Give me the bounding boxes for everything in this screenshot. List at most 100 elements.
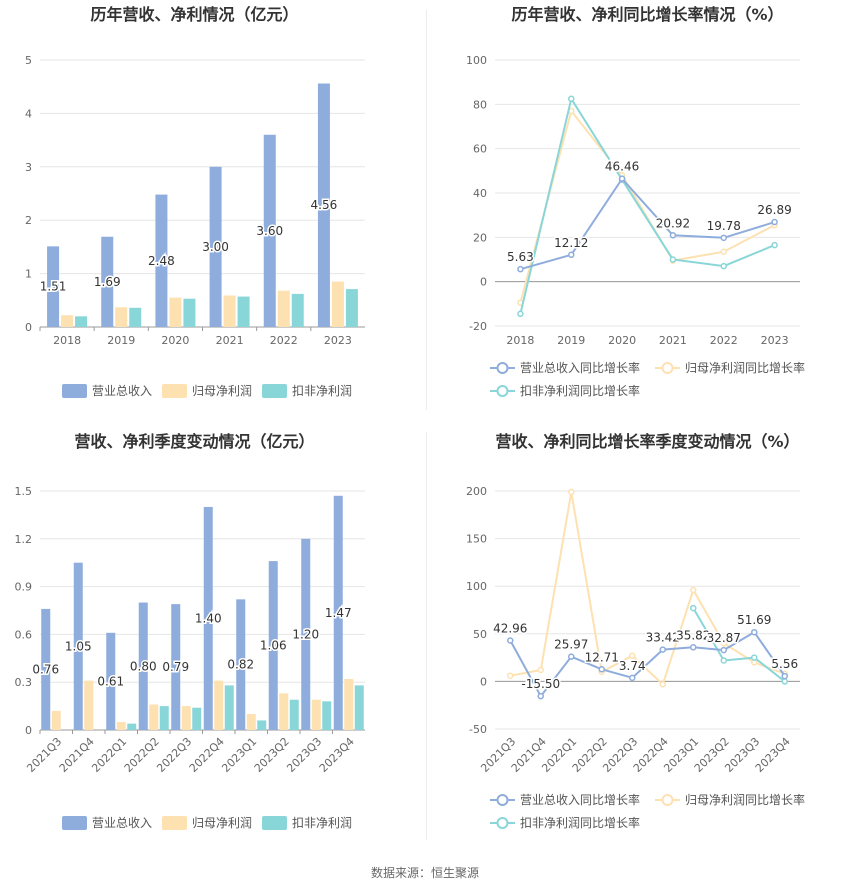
chart-title: 营收、净利同比增长率季度变动情况（%）: [495, 432, 799, 451]
data-point: [720, 262, 727, 270]
data-point: [751, 654, 758, 661]
bar: [203, 506, 213, 730]
bar: [41, 608, 51, 730]
y-tick-label: 100: [466, 580, 487, 593]
y-tick-label: 0.6: [15, 628, 33, 641]
data-point: [517, 310, 524, 318]
y-tick-label: 2: [25, 214, 32, 227]
bar: [129, 307, 142, 327]
data-point: [568, 251, 575, 259]
data-point: [629, 674, 636, 682]
x-tick-label: 2023Q3: [284, 735, 324, 775]
bar: [311, 699, 321, 730]
bar: [169, 297, 182, 327]
bar: [192, 707, 202, 730]
y-tick-label: 1.2: [15, 533, 33, 546]
bar: [333, 495, 343, 730]
y-tick-label: 40: [473, 187, 487, 200]
data-point: [720, 657, 727, 664]
data-point: [507, 672, 514, 679]
legend-label: 归母净利润: [192, 816, 252, 830]
bar: [354, 685, 364, 730]
x-tick-label: 2019: [107, 334, 135, 347]
y-tick-label: 20: [473, 231, 487, 244]
y-tick-label: 0.3: [15, 676, 33, 689]
x-tick-label: 2018: [53, 334, 81, 347]
legend-label: 营业总收入同比增长率: [520, 792, 640, 807]
y-tick-label: -20: [469, 320, 487, 333]
data-point: [690, 604, 697, 612]
series-line: [509, 630, 786, 699]
y-tick-label: 5: [25, 54, 32, 67]
data-point: [629, 652, 636, 659]
legend-swatch: [162, 384, 187, 398]
bar: [322, 701, 332, 730]
data-point: [618, 175, 626, 182]
data-point: [690, 586, 697, 594]
bar: [268, 561, 278, 730]
bar: [301, 538, 311, 730]
x-tick-label: 2023: [324, 334, 352, 347]
chart-quarterly-revenue-profit: 营收、净利季度变动情况（亿元）00.30.60.91.21.52021Q3202…: [15, 432, 365, 830]
y-tick-label: 0: [25, 321, 32, 334]
x-tick-label: 2022Q2: [122, 735, 162, 775]
bar: [331, 281, 344, 327]
bar: [289, 699, 299, 730]
bar: [84, 680, 94, 730]
data-point: [771, 218, 778, 226]
series-line: [510, 491, 786, 687]
data-label: 1.06: [260, 639, 287, 653]
data-point: [517, 265, 524, 273]
data-point: [537, 666, 544, 674]
bar: [115, 307, 128, 327]
bar: [73, 562, 83, 730]
data-point: [690, 644, 697, 651]
legend-swatch: [62, 384, 87, 398]
y-tick-label: 0: [25, 724, 32, 737]
series-line: [520, 177, 775, 271]
data-point: [771, 241, 778, 249]
chart-annual-growth-rate: 历年营收、净利同比增长率情况（%） -20 0 20 40 60 80 100 2018 2019…: [466, 5, 805, 398]
chart-title: 营收、净利季度变动情况（亿元）: [74, 432, 314, 451]
x-tick-label: 2019: [557, 334, 585, 347]
data-source: 数据来源：恒生聚源: [370, 866, 479, 880]
bar: [127, 723, 137, 730]
x-tick-label: 2023Q2: [252, 735, 292, 775]
y-tick-label: 0: [480, 675, 487, 688]
data-label: 2.48: [148, 254, 175, 268]
data-point: [598, 666, 605, 673]
data-label: 1.05: [65, 639, 92, 653]
y-tick-label: 1.5: [15, 485, 33, 498]
y-tick-label: 4: [25, 107, 32, 120]
bar: [61, 315, 74, 327]
series-line: [692, 607, 786, 683]
series-line: [519, 96, 775, 315]
legend-label: 归母净利润: [192, 384, 252, 398]
x-tick-label: 2021Q4: [57, 735, 97, 775]
bar: [317, 83, 330, 327]
data-point: [568, 653, 575, 660]
bar: [223, 295, 236, 327]
legend-label: 营业总收入: [92, 816, 152, 830]
legend-label: 扣非净利润: [292, 816, 352, 830]
data-label: 25.97: [554, 638, 588, 652]
y-tick-label: -50: [469, 723, 487, 736]
bar: [344, 679, 354, 730]
bar: [183, 298, 196, 327]
data-label: 19.78: [707, 219, 741, 233]
y-tick-label: 0: [480, 276, 487, 289]
y-tick-label: 60: [473, 143, 487, 156]
bar: [246, 714, 256, 730]
y-tick-label: 50: [473, 628, 487, 641]
data-label: 46.46: [605, 160, 639, 174]
data-label: 1.69: [94, 275, 121, 289]
data-label: 0.79: [162, 660, 189, 674]
data-label: 0.76: [32, 662, 59, 676]
bar: [263, 134, 276, 327]
data-point: [659, 681, 666, 688]
x-tick-label: 2021Q3: [24, 735, 64, 775]
data-point: [720, 640, 727, 647]
data-point: [537, 692, 544, 700]
legend-label: 营业总收入同比增长率: [520, 360, 640, 375]
